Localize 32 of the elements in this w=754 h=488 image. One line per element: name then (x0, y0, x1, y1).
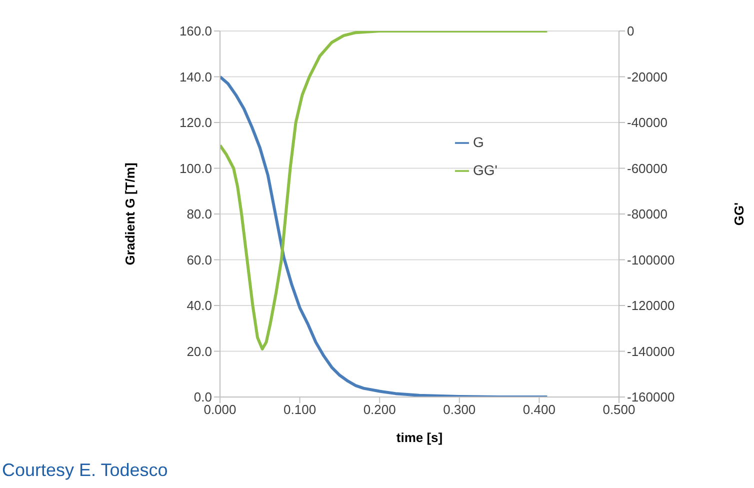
legend-label: GG' (473, 162, 498, 178)
y-tick-label: 60.0 (186, 252, 212, 268)
x-tick-label: 0.200 (363, 402, 396, 418)
x-tick-label: 0.100 (284, 402, 316, 418)
y2-tick-label: 0 (627, 24, 634, 39)
y-tick-label: 120.0 (179, 115, 212, 130)
y2-tick-label: -20000 (627, 69, 668, 84)
y-axis-title: Gradient G [T/m] (122, 162, 138, 266)
y-tick-label: 0.0 (194, 390, 212, 405)
line-series (220, 31, 549, 350)
y-tick-label: 160.0 (179, 24, 212, 39)
x-axis-title: time [s] (396, 430, 443, 445)
y2-tick-label: -120000 (627, 298, 675, 314)
text: Courtesy E. Todesco (2, 460, 168, 481)
y-tick-label: 40.0 (186, 298, 212, 314)
y2-tick-label: -60000 (627, 160, 668, 176)
x-tick-label: 0.000 (204, 402, 236, 418)
y2-tick-label: -160000 (627, 390, 675, 405)
y-tick-label: 140.0 (179, 69, 212, 84)
x-tick-label: 0.300 (443, 402, 476, 418)
legend-label: G (473, 134, 484, 150)
x-tick-label: 0.400 (522, 402, 556, 418)
y2-tick-label: -140000 (627, 344, 675, 359)
y-tick-label: 20.0 (186, 344, 212, 359)
x-tick-label: 0.500 (602, 402, 636, 418)
line-series (220, 75, 549, 397)
y2-axis-title: GG' (732, 202, 747, 226)
y-tick-label: 100.0 (179, 160, 212, 176)
y2-tick-label: -100000 (627, 252, 675, 268)
y-tick-label: 80.0 (186, 206, 212, 222)
y2-tick-label: -40000 (627, 115, 668, 130)
y2-tick-label: -80000 (627, 206, 668, 222)
